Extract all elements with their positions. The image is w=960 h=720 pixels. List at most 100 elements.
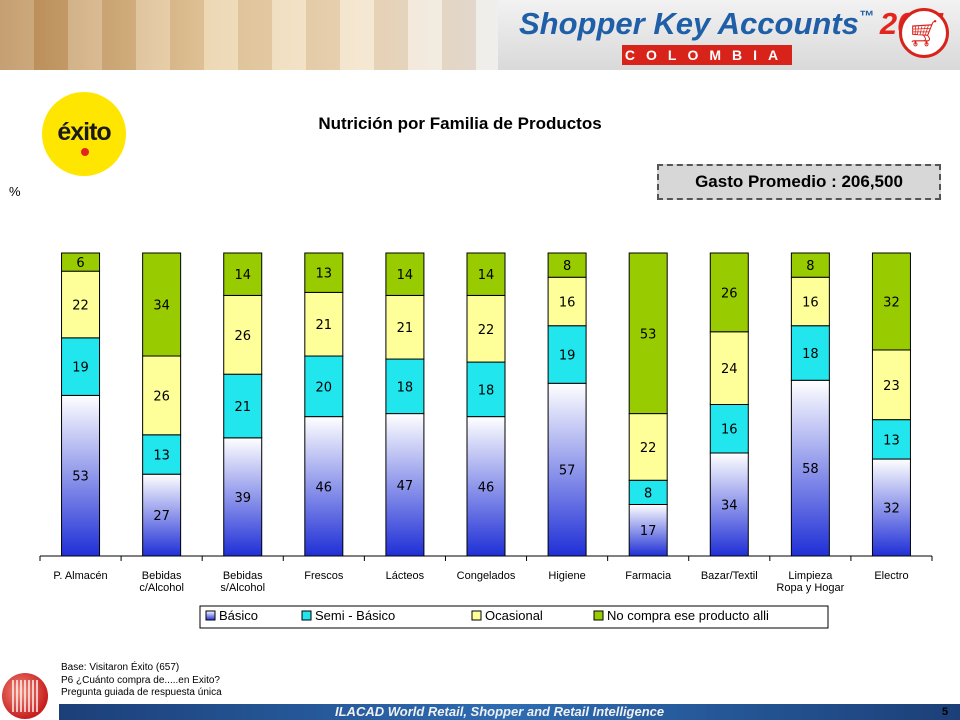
data-label: 53 xyxy=(640,327,657,342)
legend-swatch xyxy=(301,610,312,621)
data-label: 23 xyxy=(883,379,900,394)
legend-label: Ocasional xyxy=(485,608,543,623)
legend-swatch xyxy=(205,610,216,621)
data-label: 22 xyxy=(640,441,657,456)
data-label: 21 xyxy=(397,321,414,336)
exito-logo-dot xyxy=(81,148,89,156)
bar-segment xyxy=(385,358,425,415)
bar-segment xyxy=(709,252,749,333)
brand-country: COLOMBIA xyxy=(622,45,792,65)
bar-segment xyxy=(709,404,749,454)
page-title: Nutrición por Familia de Productos xyxy=(318,114,602,133)
data-label: 16 xyxy=(802,295,819,310)
legend-swatch xyxy=(593,610,604,621)
footer-bar xyxy=(59,704,960,720)
bar-segment xyxy=(142,473,182,557)
note-line-1: Base: Visitaron Éxito (657) xyxy=(61,662,180,673)
data-label: 20 xyxy=(316,380,333,395)
legend-swatch xyxy=(471,610,482,621)
category-label: Congelados xyxy=(457,570,516,582)
header-photo xyxy=(0,0,510,70)
bar-segment xyxy=(466,252,506,296)
data-label: 46 xyxy=(478,480,495,495)
data-label: 14 xyxy=(478,268,495,283)
legend-label: Básico xyxy=(219,608,258,623)
data-label: 18 xyxy=(802,347,819,362)
bar-segment xyxy=(142,252,182,357)
brand-tm: ™ xyxy=(858,8,874,25)
category-label: Bazar/Textil xyxy=(701,570,758,582)
data-label: 39 xyxy=(234,491,251,506)
data-label: 6 xyxy=(76,256,84,271)
bar-segment xyxy=(304,291,344,357)
category-label: Frescos xyxy=(304,570,344,582)
category-label: s/Alcohol xyxy=(220,582,265,594)
gasto-promedio-box: Gasto Promedio : 206,500 xyxy=(657,164,941,200)
data-label: 26 xyxy=(234,329,251,344)
page-number: 5 xyxy=(942,706,949,718)
data-label: 32 xyxy=(883,502,900,517)
bar-segment xyxy=(547,276,587,327)
brand-name: Shopper Key Accounts xyxy=(519,6,859,41)
data-label: 57 xyxy=(559,464,576,479)
data-label: 22 xyxy=(72,299,89,314)
exito-logo: éxito xyxy=(42,92,126,176)
data-label: 13 xyxy=(153,448,170,463)
data-label: 16 xyxy=(559,295,576,310)
bar-segment xyxy=(466,294,506,363)
stacked-bar-chart: 53 19 22 6 27 13 26 34 39 21 26 14 46 20 21 13 47 18 21 14 4… xyxy=(39,252,933,629)
bar-segment xyxy=(304,252,344,293)
bar-segment xyxy=(61,337,101,396)
bar-segment xyxy=(223,437,263,557)
data-label: 8 xyxy=(644,486,652,501)
bar-segment xyxy=(223,252,263,296)
bar-segment xyxy=(385,252,425,296)
data-label: 22 xyxy=(478,323,495,338)
bar-segment xyxy=(871,349,911,421)
note-line-3: Pregunta guiada de respuesta única xyxy=(61,687,222,698)
bar-segment xyxy=(871,252,911,351)
bar-segment xyxy=(223,373,263,439)
category-label: c/Alcohol xyxy=(139,582,184,594)
bar-segment xyxy=(871,458,911,557)
shopping-cart-icon: 🛒︎ xyxy=(899,8,949,58)
note-line-2: P6 ¿Cuánto compra de.....en Exito? xyxy=(61,674,220,686)
bar-segment xyxy=(466,361,506,418)
category-label: Higiene xyxy=(548,570,585,582)
category-label: Ropa y Hogar xyxy=(776,582,844,594)
category-label: Farmacia xyxy=(625,570,672,582)
header-banner: Shopper Key Accounts™2011 COLOMBIA 🛒︎ xyxy=(0,0,960,70)
data-label: 17 xyxy=(640,524,657,539)
bar-segment xyxy=(790,252,830,278)
data-label: 32 xyxy=(883,295,900,310)
legend-label: Semi - Básico xyxy=(315,608,395,623)
data-label: 21 xyxy=(316,318,333,333)
data-label: 34 xyxy=(153,299,170,314)
data-label: 19 xyxy=(72,361,89,376)
category-label: Bebidas xyxy=(223,570,263,582)
bar-segment xyxy=(709,331,749,405)
data-label: 27 xyxy=(153,509,170,524)
category-label: Bebidas xyxy=(142,570,182,582)
category-label: Lácteos xyxy=(386,570,425,582)
bar-segment xyxy=(385,294,425,360)
data-label: 18 xyxy=(397,380,414,395)
bar-segment xyxy=(61,270,101,339)
data-label: 14 xyxy=(234,268,251,283)
bar-segment xyxy=(709,452,749,557)
exito-logo-text: éxito xyxy=(57,118,111,146)
bar-segment xyxy=(871,419,911,460)
data-label: 34 xyxy=(721,498,738,513)
data-label: 16 xyxy=(721,423,738,438)
bars-group: 53 19 22 6 27 13 26 34 39 21 26 14 46 20 21 13 47 18 21 14 4… xyxy=(61,252,911,557)
data-label: 26 xyxy=(721,286,738,301)
legend-label: No compra ese producto alli xyxy=(607,608,769,623)
data-label: 19 xyxy=(559,349,576,364)
bar-segment xyxy=(142,434,182,475)
bar-segment xyxy=(61,252,101,272)
data-label: 47 xyxy=(397,479,414,494)
base-note: Base: Visitaron Éxito (657) P6 ¿Cuánto c… xyxy=(61,662,222,700)
ilacad-logo-stripes xyxy=(12,680,38,712)
category-label: Limpieza xyxy=(788,570,833,582)
footer-text: ILACAD World Retail, Shopper and Retail … xyxy=(335,704,665,719)
